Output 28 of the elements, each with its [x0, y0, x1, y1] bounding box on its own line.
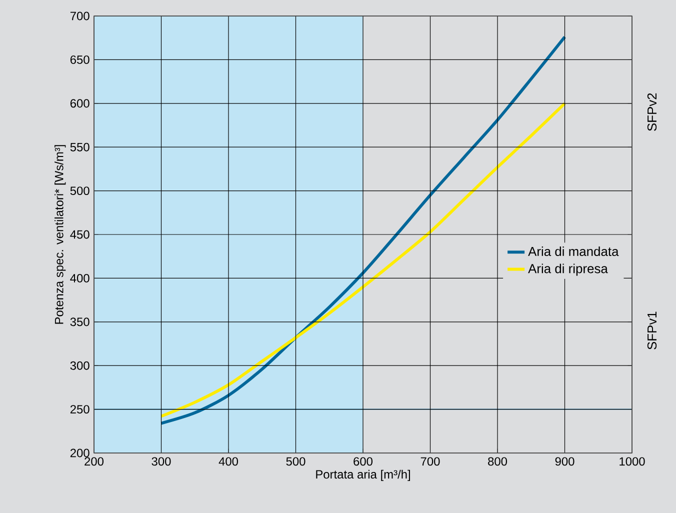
x-tick-label: 900 — [555, 457, 574, 466]
y-tick-label: 650 — [70, 55, 90, 64]
legend-label: Aria di ripresa — [528, 264, 608, 276]
x-tick-label: 800 — [488, 457, 508, 466]
y-tick-label: 550 — [70, 142, 90, 152]
y-tick-label: 500 — [70, 186, 90, 196]
x-tick-label: 400 — [218, 457, 238, 466]
text: SFPv1 — [647, 312, 657, 350]
y-tick-label: 450 — [70, 230, 90, 239]
y-tick-label: 350 — [70, 318, 90, 326]
legend-label: Aria di mandata — [528, 246, 619, 256]
x-tick-label: 700 — [420, 457, 440, 466]
y-tick-label: 700 — [70, 12, 90, 20]
x-tick-label: 600 — [354, 457, 373, 466]
x-tick-label: 200 — [84, 457, 104, 466]
x-tick-label: 500 — [286, 457, 306, 466]
y-tick-label: 600 — [70, 99, 90, 108]
y-tick-label: 250 — [70, 405, 90, 414]
y-tick-label: 400 — [70, 274, 90, 282]
y-tick-label: 200 — [70, 448, 90, 458]
x-tick-label: 1000 — [620, 457, 645, 466]
y-axis-title: Potenza spec. ventilatori* [Ws/m³] — [54, 145, 66, 324]
line-series — [160, 35, 566, 425]
line-series — [160, 102, 566, 418]
x-tick-label: 300 — [152, 457, 171, 466]
text: SFPv2 — [647, 93, 657, 131]
x-axis-title: Portata aria [m³/h] — [316, 470, 410, 481]
y-tick-label: 300 — [70, 361, 90, 370]
